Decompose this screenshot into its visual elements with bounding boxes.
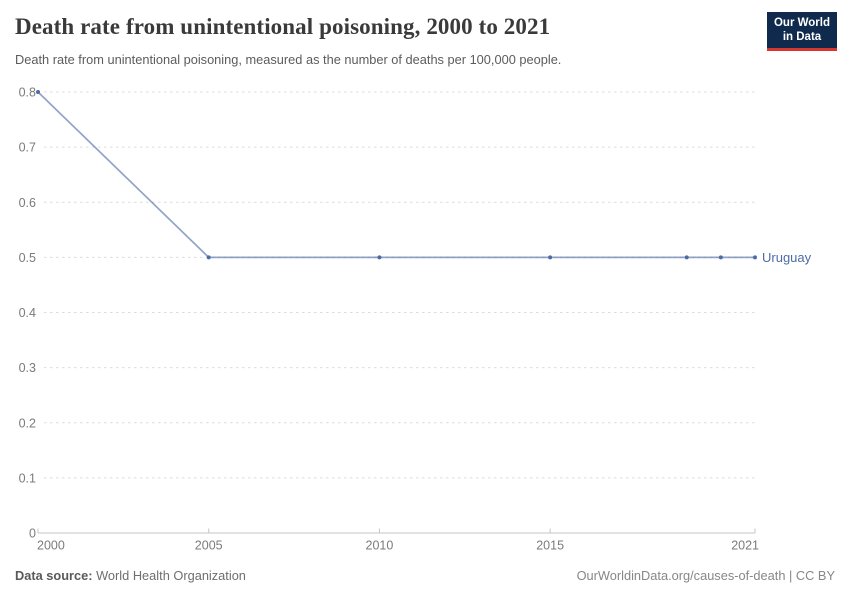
data-source-value[interactable]: World Health Organization [96,568,246,583]
data-point-marker[interactable] [36,90,40,94]
citation-link[interactable]: OurWorldinData.org/causes-of-death | CC … [576,568,835,583]
chart-subtitle: Death rate from unintentional poisoning,… [15,52,562,67]
y-axis-tick-label: 0.1 [19,471,36,485]
y-axis-tick-label: 0.7 [19,141,36,155]
entity-label[interactable]: Uruguay [762,250,812,265]
data-point-marker[interactable] [548,255,553,260]
owid-logo-text-line1: Our World [773,17,830,29]
x-axis-tick-label: 2005 [195,539,223,553]
y-axis-tick-label: 0.3 [19,361,36,375]
x-axis-tick-label: 2010 [366,539,394,553]
series-line-uruguay[interactable] [37,91,756,259]
data-point-marker[interactable] [753,255,757,260]
chart-footer: Data source: World Health Organization O… [0,568,850,583]
y-axis-tick-label: 0.8 [19,86,36,100]
page-title: Death rate from unintentional poisoning,… [15,14,551,39]
x-axis-tick-label: 2000 [37,539,65,553]
data-point-marker[interactable] [684,255,689,260]
x-axis-tick-label: 2015 [536,539,564,553]
x-axis-tick-label: 2021 [731,539,759,553]
owid-logo[interactable]: Our World in Data [767,12,837,51]
data-source: Data source: World Health Organization [15,568,246,583]
y-axis-tick-label: 0 [29,527,36,541]
data-source-label: Data source: [15,568,97,583]
owid-logo-text-line2: in Data [782,31,822,44]
data-point-marker[interactable] [718,255,723,260]
y-axis-tick-label: 0.2 [19,416,36,430]
y-axis-tick-label: 0.6 [19,196,36,210]
data-point-marker[interactable] [377,255,382,260]
y-axis-tick-label: 0.5 [19,251,36,265]
y-axis-tick-label: 0.4 [19,306,36,320]
data-point-marker[interactable] [206,255,211,260]
